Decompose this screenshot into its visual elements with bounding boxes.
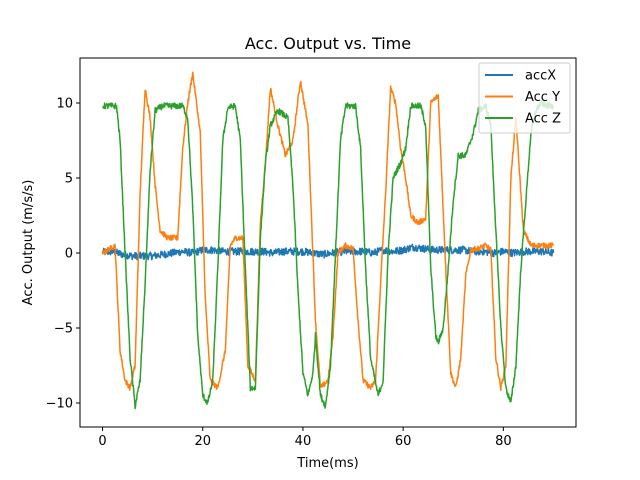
x-tick-label: 0 xyxy=(98,434,106,449)
legend-box xyxy=(478,62,571,134)
y-tick-label: −10 xyxy=(46,397,73,412)
x-axis-label: Time(ms) xyxy=(296,456,358,471)
legend: accX Acc Y Acc Z xyxy=(478,62,571,134)
y-tick-label: 10 xyxy=(56,97,73,112)
series-line-accx xyxy=(101,243,555,261)
y-tick-label: 5 xyxy=(65,172,73,187)
y-tick-label: −5 xyxy=(54,322,73,337)
legend-items: accX Acc Y Acc Z xyxy=(485,69,561,127)
y-tick-label: 0 xyxy=(65,247,73,262)
x-tick-label: 60 xyxy=(395,434,412,449)
x-tick-label: 40 xyxy=(295,434,312,449)
legend-label: accX xyxy=(525,69,556,84)
x-tick-label: 80 xyxy=(495,434,512,449)
axis-ticks: 0 20 40 60 80 −10 −5 0 5 10 xyxy=(46,97,512,450)
plot-frame xyxy=(79,57,577,428)
x-tick-label: 20 xyxy=(194,434,211,449)
legend-label: Acc Y xyxy=(525,90,560,105)
chart-title: Acc. Output vs. Time xyxy=(245,34,411,53)
legend-label: Acc Z xyxy=(525,112,561,127)
y-axis-label: Acc. Output (m/s/s) xyxy=(21,180,36,306)
